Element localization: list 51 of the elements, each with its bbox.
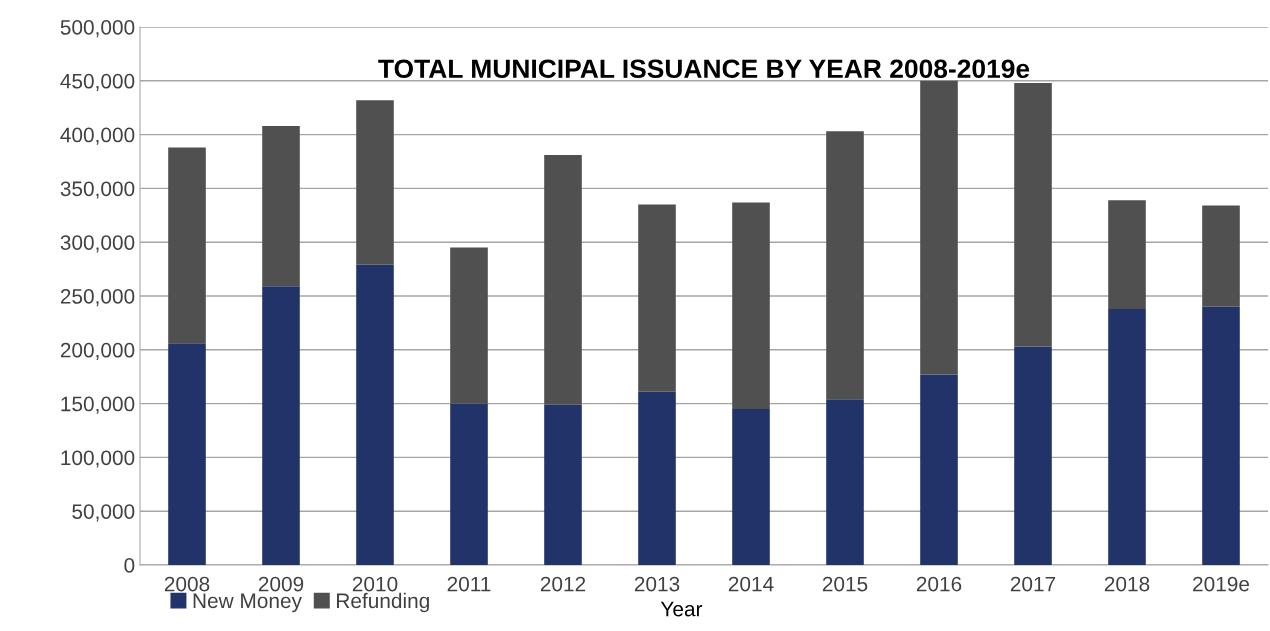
y-tick-label: 150,000: [61, 396, 135, 414]
bar: [1202, 205, 1240, 307]
x-tick-label: 2010: [352, 576, 398, 592]
x-tick-label: 2011: [447, 576, 491, 592]
x-tick-label: 2015: [822, 576, 868, 592]
text: TOTAL MUNICIPAL ISSUANCE BY YEAR 2008-2019e: [378, 59, 1030, 79]
y-tick-label: 400,000: [60, 127, 135, 145]
legend-label: New Money: [193, 593, 302, 613]
bar: [1014, 82, 1052, 347]
bar: [638, 391, 676, 565]
bar: [920, 80, 958, 375]
x-axis-title: Year: [660, 601, 703, 617]
bar: [262, 286, 300, 565]
y-tick-label: 50,000: [72, 504, 135, 522]
x-tick-label: 2014: [728, 576, 774, 592]
bar: [544, 155, 582, 405]
y-tick-label: 450,000: [60, 73, 135, 92]
bar: [1202, 306, 1240, 565]
x-tick-label: 2019e: [1193, 576, 1250, 592]
bar: [450, 247, 488, 404]
x-tick-label: 2012: [540, 576, 586, 592]
bar: [544, 404, 582, 565]
bar: [1108, 308, 1146, 565]
legend-label: Refunding: [337, 592, 429, 613]
x-tick-label: 2009: [258, 576, 304, 592]
x-tick-label: 2013: [634, 576, 680, 592]
bar: [920, 374, 958, 565]
y-tick-label: 200,000: [60, 342, 135, 361]
y-tick-label: 100,000: [61, 450, 135, 468]
bar: [732, 408, 770, 565]
x-tick-label: 2008: [164, 576, 210, 592]
bar: [1014, 346, 1052, 565]
bar: [356, 264, 394, 565]
x-tick-label: 2018: [1104, 576, 1150, 592]
bar: [826, 399, 864, 565]
bar: [732, 202, 770, 409]
bar: [450, 403, 488, 565]
bar: [168, 343, 206, 565]
y-tick-label: 0: [124, 558, 135, 573]
y-tick-label: 350,000: [60, 181, 135, 199]
y-tick-label: 300,000: [60, 235, 135, 253]
y-tick-label: 250,000: [60, 289, 135, 307]
bar: [356, 100, 394, 265]
bar: [638, 204, 676, 392]
bar: [826, 131, 864, 400]
x-tick-label: 2016: [916, 576, 962, 592]
y-tick-label: 500,000: [60, 20, 135, 38]
bar: [1108, 200, 1146, 309]
x-tick-label: 2017: [1010, 576, 1056, 592]
bar: [168, 147, 206, 344]
bar: [262, 125, 300, 287]
